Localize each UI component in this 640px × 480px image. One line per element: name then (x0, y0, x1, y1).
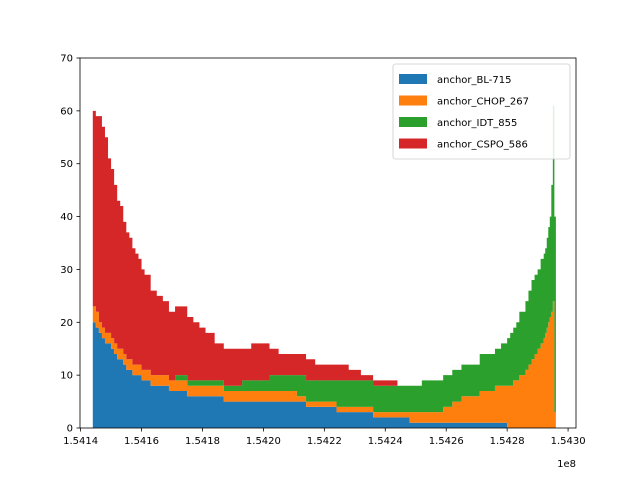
legend-swatch (399, 74, 427, 84)
legend-swatch (399, 138, 427, 149)
x-tick-label: 1.5428 (490, 436, 525, 447)
x-tick-label: 1.5416 (124, 436, 159, 447)
series-area-2 (92, 301, 556, 428)
legend-swatch (399, 117, 427, 127)
x-tick-label: 1.5420 (246, 436, 281, 447)
y-tick-label: 30 (60, 265, 73, 276)
series-area-1 (92, 322, 556, 428)
y-tick-label: 10 (60, 371, 73, 382)
x-tick-label: 1.5424 (368, 436, 403, 447)
legend-label: anchor_BL-715 (437, 75, 511, 86)
x-axis-offset-label: 1e8 (557, 459, 576, 470)
x-tick-label: 1.5418 (185, 436, 220, 447)
x-tick-label: 1.5430 (551, 436, 586, 447)
y-axis: 0 10 20 30 40 50 60 70 (60, 54, 80, 435)
legend-box (392, 63, 571, 160)
x-tick-label: 1.5414 (63, 436, 98, 447)
legend-label: anchor_CSPO_586 (437, 140, 528, 151)
legend-swatch (399, 95, 427, 106)
legend-label: anchor_CHOP_267 (437, 97, 529, 108)
y-tick-label: 50 (60, 159, 73, 170)
y-tick-label: 70 (60, 54, 73, 65)
y-tick-label: 40 (60, 212, 73, 223)
series-area-4 (92, 105, 556, 386)
legend-label: anchor_IDT_855 (437, 118, 517, 129)
plot-frame (79, 57, 577, 429)
x-tick-label: 1.5426 (429, 436, 464, 447)
series-layer (92, 105, 556, 428)
y-tick-label: 20 (60, 318, 73, 329)
series-area-3 (92, 105, 556, 413)
x-tick-label: 1.5422 (307, 436, 342, 447)
y-tick-label: 60 (60, 106, 73, 117)
legend: anchor_BL-715 anchor_CHOP_267 anchor_IDT_8… (392, 63, 571, 160)
x-axis: 1.5414 1.5416 1.5418 1.5420 1.5422 1.5424 1.54… (63, 428, 586, 447)
y-tick-label: 0 (67, 424, 73, 435)
